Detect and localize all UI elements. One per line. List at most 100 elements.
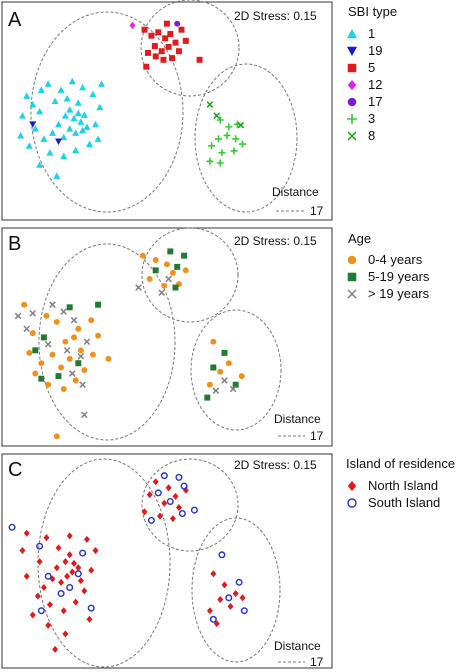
data-point (74, 570, 82, 578)
data-point (152, 53, 159, 60)
legend-label-19-years: > 19 years (368, 286, 430, 301)
data-point (232, 590, 239, 597)
data-point (178, 26, 185, 33)
legend-label-5-19-years: 5-19 years (368, 269, 430, 284)
data-point (81, 367, 88, 374)
data-point (182, 267, 189, 274)
data-point (45, 381, 52, 388)
data-point (72, 598, 79, 606)
panel-c-stress: 2D Stress: 0.15 (234, 458, 317, 472)
data-point (23, 92, 31, 99)
data-point (57, 86, 65, 93)
legend-marker-5 (347, 63, 357, 73)
data-point (175, 504, 182, 511)
data-point (161, 282, 168, 289)
legend-marker-south-island (347, 498, 357, 508)
data-point (77, 352, 85, 360)
data-point (227, 602, 234, 610)
data-point (238, 373, 245, 380)
data-point (53, 318, 60, 325)
panel-b: B 2D Stress: 0.15 Distance 17 Age 0-4 ye… (1, 227, 430, 447)
series-8 (206, 101, 245, 129)
data-point (75, 360, 82, 367)
data-point (19, 547, 26, 554)
data-point (49, 301, 56, 309)
data-point (221, 377, 228, 384)
data-point (89, 351, 96, 358)
data-point (77, 118, 85, 125)
panel-b-distance-label: Distance (274, 412, 321, 426)
data-point (169, 55, 176, 62)
data-point (167, 248, 174, 255)
legend-label-0-4-years: 0-4 years (368, 252, 423, 267)
legend-marker-8 (347, 131, 357, 141)
data-point (83, 535, 90, 543)
data-point (129, 21, 136, 29)
data-point (79, 549, 87, 557)
panel-c-points (8, 472, 248, 653)
data-point (232, 135, 240, 143)
panel-b-stress: 2D Stress: 0.15 (234, 234, 317, 248)
data-point (79, 381, 86, 389)
data-point (49, 129, 56, 136)
data-point (95, 332, 102, 339)
data-point (40, 135, 48, 142)
legend-marker-5-19-years (347, 272, 357, 282)
data-point (239, 594, 246, 602)
data-point (216, 116, 224, 124)
series-19 (29, 121, 63, 145)
panel-c-cluster-3 (191, 517, 281, 663)
data-point (229, 385, 237, 393)
data-point (60, 386, 67, 392)
series-5 (141, 20, 203, 70)
legend-label-19: 19 (368, 43, 382, 58)
data-point (66, 583, 74, 591)
panel-a-points (17, 20, 247, 179)
data-point (163, 261, 170, 268)
series-19-years (14, 275, 237, 419)
data-point (34, 592, 41, 600)
data-point (40, 334, 47, 341)
data-point (196, 56, 203, 63)
data-point (158, 289, 166, 297)
legend-marker-12 (347, 80, 357, 90)
series-5-19-years (32, 248, 239, 401)
data-point (43, 534, 50, 542)
data-point (213, 112, 221, 120)
panel-a-cluster-2 (140, 0, 240, 97)
panel-a: A 2D Stress: 0.15 Distance 17 SBI type 1… (1, 0, 397, 221)
data-point (60, 607, 67, 615)
data-point (212, 387, 220, 395)
data-point (85, 140, 93, 148)
data-point (53, 172, 61, 179)
data-point (92, 547, 99, 554)
data-point (94, 135, 102, 142)
data-point (17, 131, 25, 139)
data-point (83, 338, 91, 346)
panel-c-distance-label: Distance (274, 639, 321, 653)
panel-a-legend: 1 19 5 12 17 3 8 (347, 26, 382, 143)
data-point (86, 615, 93, 623)
data-point (165, 275, 172, 283)
data-point (61, 112, 69, 119)
data-point (36, 107, 44, 115)
data-point (60, 308, 68, 315)
data-point (46, 601, 53, 609)
data-point (29, 309, 37, 317)
data-point (135, 284, 142, 291)
legend-label-17: 17 (368, 94, 382, 109)
data-point (55, 544, 62, 552)
data-point (172, 284, 179, 291)
data-point (214, 135, 222, 143)
data-point (169, 269, 176, 276)
data-point (66, 125, 74, 132)
panel-a-cluster-3 (194, 63, 298, 213)
data-point (80, 411, 88, 419)
data-point (46, 149, 54, 156)
data-point (235, 578, 243, 586)
series-12 (129, 21, 136, 29)
data-point (58, 578, 65, 586)
data-point (160, 472, 168, 480)
panel-a-cluster-1 (30, 11, 184, 213)
